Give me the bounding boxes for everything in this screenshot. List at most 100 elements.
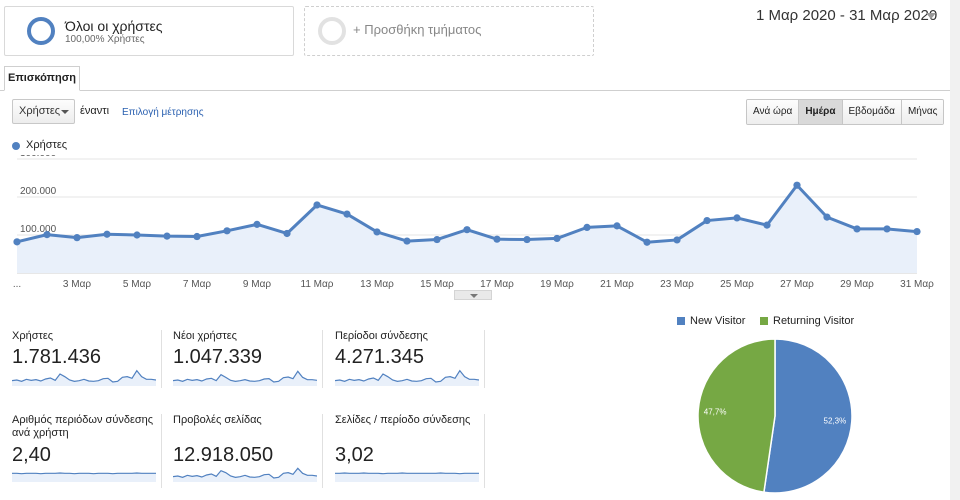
sparkline xyxy=(12,472,156,482)
stat-label: Νέοι χρήστες xyxy=(173,330,237,342)
stat-value: 1.781.436 xyxy=(12,346,101,368)
data-point[interactable] xyxy=(283,229,291,238)
pie-slice-label: 52,3% xyxy=(824,416,847,425)
data-point[interactable] xyxy=(553,234,561,243)
data-point[interactable] xyxy=(403,237,411,245)
data-point[interactable] xyxy=(523,235,531,244)
stat-label: Χρήστες xyxy=(12,330,54,342)
data-point[interactable] xyxy=(763,221,771,229)
add-segment-button[interactable]: + Προσθήκη τμήματος xyxy=(304,6,594,56)
pie-slice[interactable] xyxy=(763,338,853,494)
x-tick-label: 15 Μαρ xyxy=(420,279,454,290)
metric-dropdown-value: Χρήστες xyxy=(19,105,61,117)
pie-slice[interactable] xyxy=(697,338,776,494)
data-point[interactable] xyxy=(193,232,201,241)
stat-label: Περίοδοι σύνδεσης xyxy=(335,330,428,342)
y-tick-label: 300.000 xyxy=(20,155,57,159)
data-point[interactable] xyxy=(703,216,711,225)
data-point[interactable] xyxy=(883,225,891,233)
users-line-chart[interactable]: 300.000 200.000 100.000... 3 Μαρ 5 Μαρ 7 Μαρ 9… xyxy=(0,155,940,295)
x-tick-label: 23 Μαρ xyxy=(660,279,694,290)
pie-legend-returning-visitor[interactable]: Returning Visitor xyxy=(760,315,854,327)
stat-label: Αριθμός περιόδων σύνδεσης ανά χρήστη xyxy=(12,414,154,439)
stat-value: 3,02 xyxy=(335,444,374,466)
data-point[interactable] xyxy=(913,227,921,236)
segment-subtitle: 100,00% Χρήστες xyxy=(65,34,145,45)
sparkline-area xyxy=(335,473,479,482)
granularity-toggle: Ανά ώρα Ημέρα Εβδομάδα Μήνας xyxy=(746,99,945,125)
sparkline-line xyxy=(12,472,156,475)
data-point[interactable] xyxy=(733,214,741,222)
data-point[interactable] xyxy=(463,226,471,234)
sparkline-line xyxy=(335,369,479,383)
data-point[interactable] xyxy=(103,230,111,238)
legend-dot-icon xyxy=(12,142,20,150)
tab-overview[interactable]: Επισκόπηση xyxy=(4,66,80,91)
sparkline-area xyxy=(173,468,317,482)
series-area-fill xyxy=(17,185,917,273)
stat-tile[interactable]: Νέοι χρήστες 1.047.339 xyxy=(173,330,323,388)
pie-legend-new-visitor[interactable]: New Visitor xyxy=(677,315,745,327)
chart-collapse-handle[interactable] xyxy=(454,290,492,300)
data-point[interactable] xyxy=(613,222,621,230)
x-tick-label: 9 Μαρ xyxy=(243,279,271,290)
chevron-down-icon[interactable] xyxy=(926,13,936,19)
page-scrollbar[interactable] xyxy=(950,0,960,500)
stat-value: 2,40 xyxy=(12,444,51,466)
stat-label: Προβολές σελίδας xyxy=(173,414,262,426)
data-point[interactable] xyxy=(793,181,801,189)
data-point[interactable] xyxy=(583,223,591,231)
sparkline-area xyxy=(173,371,317,386)
stat-tile[interactable]: Περίοδοι σύνδεσης 4.271.345 xyxy=(335,330,485,388)
data-point[interactable] xyxy=(163,232,171,240)
granularity-week-button[interactable]: Εβδομάδα xyxy=(842,100,902,124)
stat-label: Σελίδες / περίοδο σύνδεσης xyxy=(335,414,471,426)
pie-legend-label: New Visitor xyxy=(690,315,746,327)
sparkline xyxy=(335,472,479,482)
x-tick-label: 13 Μαρ xyxy=(360,279,394,290)
data-point[interactable] xyxy=(13,238,21,246)
stat-value: 12.918.050 xyxy=(173,444,274,466)
granularity-hourly-button[interactable]: Ανά ώρα xyxy=(747,100,800,124)
versus-label: έναντι xyxy=(80,105,110,117)
data-point[interactable] xyxy=(433,235,441,244)
x-tick-label: 7 Μαρ xyxy=(183,279,211,290)
choose-metric-link[interactable]: Επιλογή μέτρησης xyxy=(122,107,204,118)
data-point[interactable] xyxy=(853,225,861,233)
x-tick-label: 29 Μαρ xyxy=(840,279,874,290)
x-tick-label: 25 Μαρ xyxy=(720,279,754,290)
data-point[interactable] xyxy=(493,235,501,243)
stat-tile[interactable]: Προβολές σελίδας 12.918.050 xyxy=(173,414,323,488)
data-point[interactable] xyxy=(343,210,351,218)
segment-card-all-users[interactable]: Όλοι οι χρήστες 100,00% Χρήστες xyxy=(4,6,294,56)
metric-dropdown[interactable]: Χρήστες xyxy=(12,99,75,124)
data-point[interactable] xyxy=(373,228,381,236)
data-point[interactable] xyxy=(253,220,261,228)
chart-legend-label: Χρήστες xyxy=(26,139,68,151)
sparkline-line xyxy=(173,467,317,479)
sparkline-area xyxy=(12,473,156,482)
data-point[interactable] xyxy=(823,213,831,221)
date-range-picker[interactable]: 1 Μαρ 2020 - 31 Μαρ 2020 xyxy=(756,7,938,24)
add-segment-label: + Προσθήκη τμήματος xyxy=(353,22,482,37)
x-tick-label: 11 Μαρ xyxy=(301,279,334,290)
granularity-month-button[interactable]: Μήνας xyxy=(901,100,944,124)
visitor-type-pie-chart[interactable]: 52,3% 47,7% xyxy=(690,338,860,500)
x-tick-label: 21 Μαρ xyxy=(600,279,634,290)
chevron-down-icon xyxy=(61,110,69,114)
stat-tile[interactable]: Σελίδες / περίοδο σύνδεσης 3,02 xyxy=(335,414,485,488)
data-point[interactable] xyxy=(643,238,651,246)
stat-tile[interactable]: Αριθμός περιόδων σύνδεσης ανά χρήστη 2,40 xyxy=(12,414,162,488)
data-point[interactable] xyxy=(73,234,81,242)
data-point[interactable] xyxy=(313,201,321,209)
x-tick-label: 17 Μαρ xyxy=(480,279,514,290)
stat-value: 1.047.339 xyxy=(173,346,262,368)
granularity-day-button[interactable]: Ημέρα xyxy=(799,100,843,124)
data-point[interactable] xyxy=(673,236,681,244)
data-point[interactable] xyxy=(43,231,51,239)
stat-tile[interactable]: Χρήστες 1.781.436 xyxy=(12,330,162,388)
data-point[interactable] xyxy=(223,227,231,235)
pie-legend-label: Returning Visitor xyxy=(773,315,855,327)
data-point[interactable] xyxy=(133,231,141,239)
sparkline xyxy=(173,370,317,386)
